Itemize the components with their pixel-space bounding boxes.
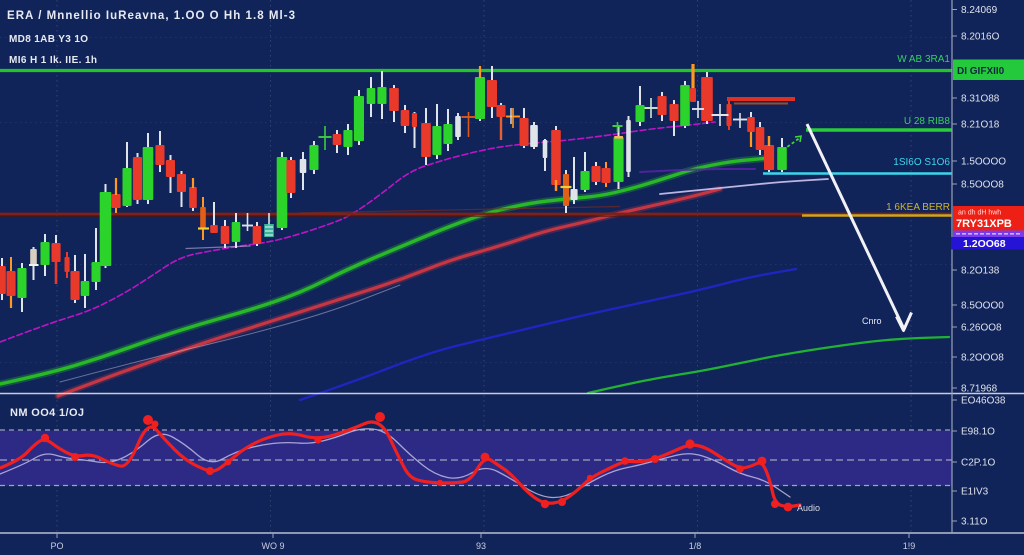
svg-text:C2P.1O: C2P.1O bbox=[961, 458, 996, 469]
svg-text:MD8 1AB Y3 1O: MD8 1AB Y3 1O bbox=[9, 34, 88, 45]
svg-text:MI6 H 1 Ik. IIE. 1h: MI6 H 1 Ik. IIE. 1h bbox=[9, 55, 97, 66]
svg-text:1/8: 1/8 bbox=[689, 541, 702, 551]
svg-text:8.2016O: 8.2016O bbox=[961, 32, 1000, 43]
svg-text:8.71968: 8.71968 bbox=[961, 384, 998, 395]
svg-text:6.26OO8: 6.26OO8 bbox=[961, 323, 1002, 334]
svg-text:8.31O88: 8.31O88 bbox=[961, 94, 1000, 105]
svg-text:Audio: Audio bbox=[797, 503, 820, 513]
svg-text:W AB 3RA1: W AB 3RA1 bbox=[897, 54, 950, 65]
svg-text:1.2OO68: 1.2OO68 bbox=[963, 238, 1006, 250]
svg-text:ERA / Mnnellio IuReavna, 1.OO: ERA / Mnnellio IuReavna, 1.OO O Hh 1.8 M… bbox=[7, 10, 295, 22]
svg-text:Cnro: Cnro bbox=[862, 316, 882, 326]
svg-text:8.5OOO8: 8.5OOO8 bbox=[961, 180, 1004, 191]
svg-text:8.24069: 8.24069 bbox=[961, 5, 998, 16]
svg-text:DI GIFXII0: DI GIFXII0 bbox=[957, 66, 1005, 77]
svg-text:3.11O: 3.11O bbox=[961, 517, 988, 528]
svg-text:8.2O138: 8.2O138 bbox=[961, 266, 1000, 277]
svg-text:1SI6O S1O6: 1SI6O S1O6 bbox=[893, 157, 950, 168]
svg-text:NM OO4 1/OJ: NM OO4 1/OJ bbox=[10, 407, 84, 419]
svg-text:8.21O18: 8.21O18 bbox=[961, 120, 1000, 131]
svg-text:93: 93 bbox=[476, 541, 486, 551]
svg-text:PO: PO bbox=[50, 541, 63, 551]
svg-text:E98.1O: E98.1O bbox=[961, 427, 995, 438]
svg-text:WO 9: WO 9 bbox=[261, 541, 284, 551]
svg-text:1.5OOOO: 1.5OOOO bbox=[961, 157, 1006, 168]
svg-text:8.5OOO0: 8.5OOO0 bbox=[961, 301, 1004, 312]
svg-text:1 6KEA BERR: 1 6KEA BERR bbox=[886, 202, 950, 213]
svg-text:7RY31XPB: 7RY31XPB bbox=[956, 218, 1012, 230]
svg-text:EO46O38: EO46O38 bbox=[961, 396, 1006, 407]
svg-text:an dh dH hwh: an dh dH hwh bbox=[958, 210, 1001, 217]
svg-text:1!9: 1!9 bbox=[903, 541, 916, 551]
svg-text:8.2OOO8: 8.2OOO8 bbox=[961, 353, 1004, 364]
svg-text:E1IV3: E1IV3 bbox=[961, 487, 989, 498]
svg-text:U 28 RIB8: U 28 RIB8 bbox=[904, 116, 951, 127]
